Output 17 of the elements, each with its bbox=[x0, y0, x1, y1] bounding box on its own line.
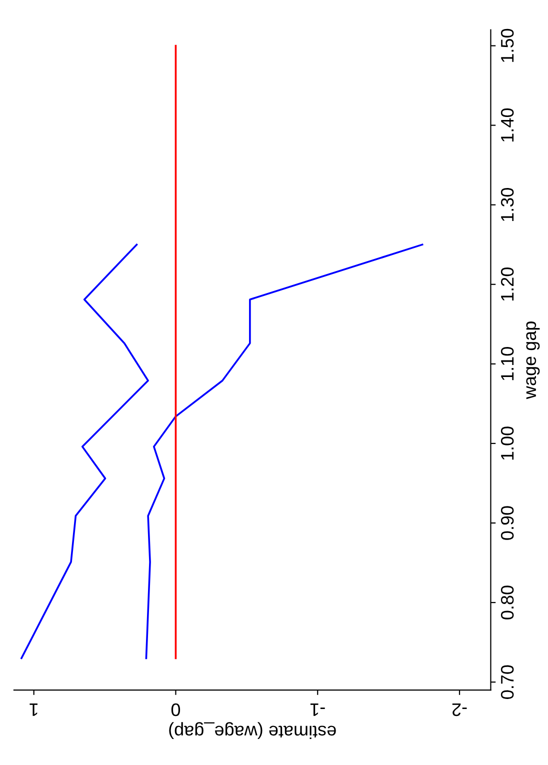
y-tick-label: 0.90 bbox=[500, 506, 514, 540]
line-series bbox=[20, 244, 149, 660]
x-tick-label: -2 bbox=[452, 704, 467, 716]
y-tick-label: 1.40 bbox=[500, 108, 514, 142]
y-tick-label: 1.10 bbox=[500, 347, 514, 380]
y-tick-label: 0.80 bbox=[500, 586, 514, 620]
x-tick-label: 1 bbox=[30, 704, 38, 716]
line-series bbox=[145, 244, 424, 660]
x-tick-label: -1 bbox=[310, 704, 325, 716]
y-tick-label: 1.20 bbox=[500, 268, 514, 301]
y-tick-label: 0.70 bbox=[500, 665, 514, 699]
y-axis-title: wage gap bbox=[526, 322, 540, 400]
y-tick-label: 1.00 bbox=[500, 426, 514, 460]
y-tick-label: 1.50 bbox=[500, 28, 514, 62]
x-axis-title: estimate (wage_gap) bbox=[169, 722, 336, 739]
y-tick-label: 1.30 bbox=[500, 188, 514, 222]
x-tick-label: 0 bbox=[171, 703, 180, 716]
